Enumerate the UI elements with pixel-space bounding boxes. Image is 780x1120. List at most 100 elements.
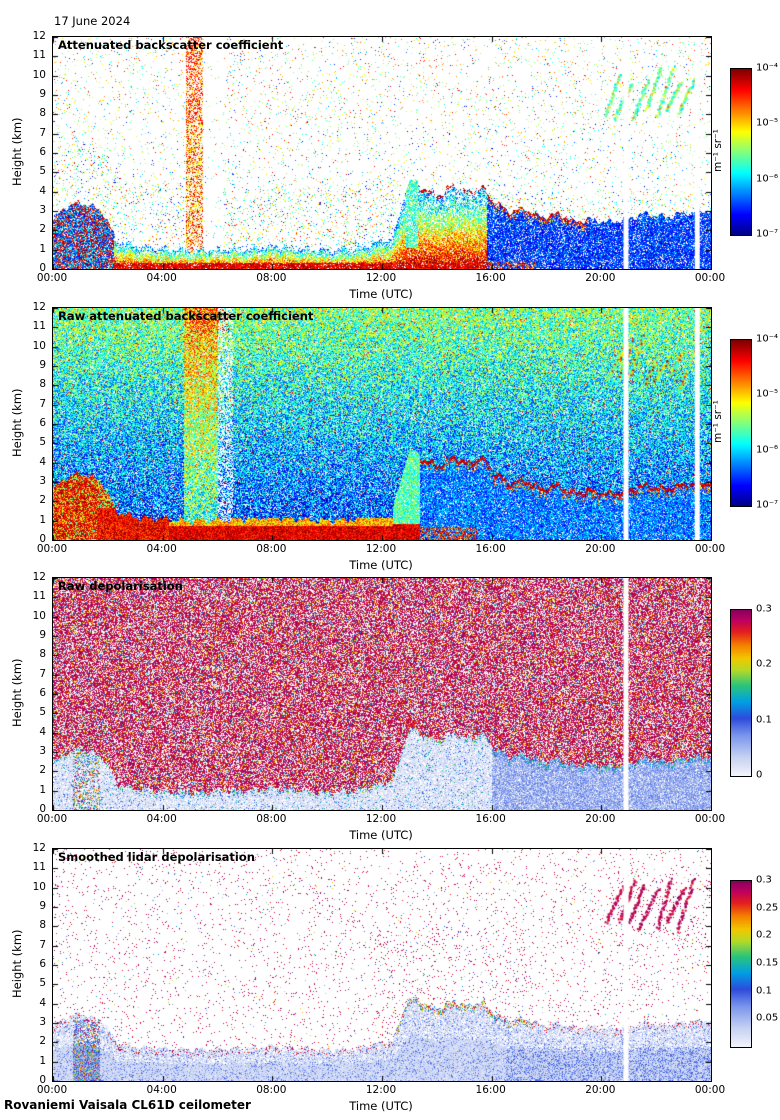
panel-title: Attenuated backscatter coefficient [58,38,284,52]
y-tick-label: 8 [39,919,46,932]
colorbar: 10⁻⁴ 10⁻⁵ 10⁻⁶ 10⁻⁷ m⁻¹ sr⁻¹ [712,63,778,240]
y-tick-label: 6 [39,687,46,699]
colorbar-tick-label: 0.1 [756,714,772,726]
colorbar-tick-label: 0.1 [756,985,772,997]
colorbar: 10⁻⁴ 10⁻⁵ 10⁻⁶ 10⁻⁷ m⁻¹ sr⁻¹ [712,334,778,511]
colorbar-gradient [730,68,752,236]
y-tick-label: 7 [39,126,46,139]
y-tick-label: 0 [39,533,46,545]
x-tick-label: 20:00 [585,272,616,284]
y-tick-label: 11 [32,49,46,62]
y-tick-label: 6 [39,146,46,158]
heatmap-canvas [52,848,712,1082]
x-tick-label: 16:00 [475,1084,506,1096]
heatmap-canvas [52,307,712,541]
x-tick-label: 04:00 [146,543,177,555]
x-tick-label: 00:00 [36,272,68,284]
colorbar-tick-label: 10⁻⁵ [756,117,779,129]
x-tick-label: 20:00 [585,813,616,825]
y-tick-labels: 0 1 2 3 4 5 6 7 8 9 10 11 12 [16,301,46,545]
x-tick-label: 00:00 [36,543,68,555]
x-tick-label: 00:00 [694,272,726,284]
x-tick-labels: 00:00 04:00 08:00 12:00 16:00 20:00 00:00 [37,539,725,555]
colorbar-tick-label: 10⁻⁶ [756,173,779,185]
y-tick-labels: 0 1 2 3 4 5 6 7 8 9 10 11 12 [16,30,46,274]
y-tick-label: 4 [39,184,46,197]
y-tick-label: 1 [39,783,46,796]
y-tick-label: 1 [39,242,46,255]
y-tick-label: 9 [39,900,46,912]
x-tick-label: 20:00 [585,543,616,555]
y-tick-label: 12 [32,30,46,42]
x-axis-label: Time (UTC) [349,287,413,301]
y-tick-label: 11 [32,861,46,874]
colorbar-tick-labels: 0.3 0.2 0.1 0 [730,604,772,781]
y-tick-label: 10 [32,68,46,81]
y-tick-label: 2 [39,1035,46,1048]
colorbar-tick-label: 10⁻⁷ [756,228,779,240]
colorbar-gradient [730,880,752,1048]
y-tick-label: 3 [39,204,46,216]
x-tick-label: 12:00 [365,1084,397,1096]
y-tick-label: 5 [39,436,46,449]
panel-title: Raw attenuated backscatter coefficient [58,309,314,323]
colorbar-tick-label: 0.2 [756,929,772,941]
colorbar-tick-label: 0.05 [756,1012,779,1024]
x-tick-label: 04:00 [146,272,177,284]
x-axis-label: Time (UTC) [349,1099,413,1113]
x-tick-label: 16:00 [475,272,506,284]
x-tick-label: 16:00 [475,813,506,825]
y-tick-label: 0 [39,262,46,274]
y-tick-label: 4 [39,455,46,468]
y-tick-label: 12 [32,571,46,583]
y-tick-label: 4 [39,725,46,738]
x-axis-label: Time (UTC) [349,828,413,842]
y-tick-label: 3 [39,475,46,487]
y-tick-label: 7 [39,397,46,410]
colorbar-tick-label: 10⁻⁶ [756,444,779,456]
y-tick-label: 9 [39,88,46,100]
x-tick-label: 04:00 [146,1084,177,1096]
x-tick-label: 12:00 [365,272,397,284]
x-tick-label: 12:00 [365,813,397,825]
y-tick-label: 11 [32,320,46,333]
x-tick-label: 04:00 [146,813,177,825]
colorbar-tick-label: 0.15 [756,957,779,969]
y-tick-label: 5 [39,977,46,990]
y-tick-label: 10 [32,609,46,622]
y-tick-label: 6 [39,958,46,970]
colorbar-unit-label: m⁻¹ sr⁻¹ [712,129,724,173]
plot-area: Raw depolarisation 0 1 2 3 4 5 6 7 8 9 10 11 12 00:0… [33,571,726,842]
x-tick-label: 00:00 [36,1084,68,1096]
y-tick-label: 12 [32,301,46,313]
panel-title: Raw depolarisation [58,579,183,593]
x-tick-label: 12:00 [365,543,397,555]
x-tick-label: 08:00 [256,813,287,825]
y-tick-labels: 0 1 2 3 4 5 6 7 8 9 10 11 12 [16,842,46,1086]
colorbar-tick-label: 0.3 [756,874,772,886]
y-tick-label: 6 [39,417,46,429]
heatmap-canvas [52,577,712,811]
x-tick-label: 00:00 [36,813,68,825]
x-tick-labels: 00:00 04:00 08:00 12:00 16:00 20:00 00:00 [37,268,725,284]
x-tick-label: 16:00 [475,543,506,555]
colorbar-gradient [730,339,752,507]
y-tick-label: 10 [32,339,46,352]
y-tick-label: 5 [39,706,46,719]
y-tick-label: 12 [32,842,46,854]
colorbar-tick-label: 0.25 [756,902,779,914]
y-tick-label: 2 [39,494,46,507]
y-tick-label: 9 [39,359,46,371]
y-tick-label: 8 [39,107,46,120]
y-tick-label: 8 [39,378,46,391]
y-tick-label: 8 [39,648,46,661]
y-tick-label: 7 [39,667,46,680]
y-tick-label: 5 [39,165,46,178]
date-label: 17 June 2024 [54,14,131,28]
colorbar-tick-label: 10⁻⁴ [756,333,779,345]
y-tick-label: 2 [39,223,46,236]
colorbar-gradient [730,609,752,777]
